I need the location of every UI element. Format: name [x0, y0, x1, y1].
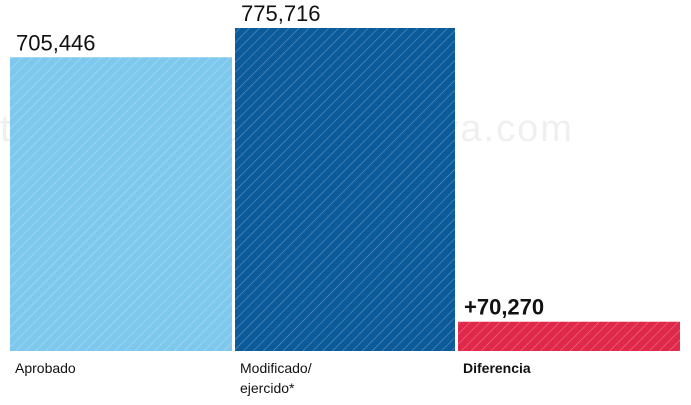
bar-hatch-2	[458, 321, 680, 351]
category-label-1-0: Modificado/	[240, 360, 312, 376]
category-label-2-0: Diferencia	[463, 360, 531, 376]
bar-hatch-1	[235, 28, 455, 351]
category-label-0-0: Aprobado	[15, 360, 76, 376]
value-label-0: 705,446	[16, 30, 96, 55]
value-label-1: 775,716	[241, 1, 321, 26]
bar-hatch-0	[10, 57, 232, 351]
category-label-1-1: ejercido*	[240, 380, 295, 396]
value-label-2: +70,270	[464, 295, 544, 320]
